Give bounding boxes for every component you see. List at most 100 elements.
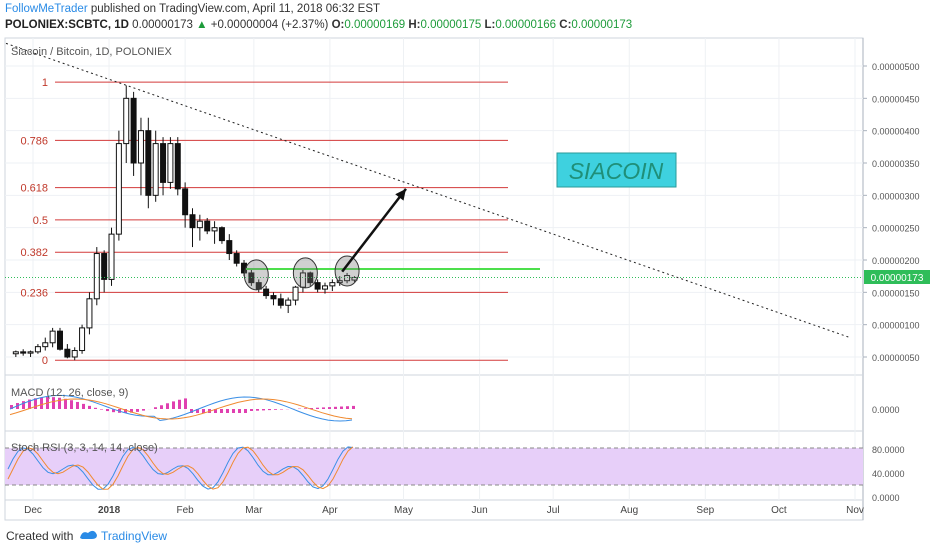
chart-header: FollowMeTrader published on TradingView.… — [0, 0, 932, 36]
macd-histogram-bar — [40, 397, 43, 409]
candle-body — [307, 272, 314, 284]
stoch-y-tick: 80.0000 — [872, 445, 905, 455]
macd-histogram-bar — [184, 398, 187, 409]
created-with-text: Created with — [6, 529, 74, 543]
macd-histogram-bar — [70, 400, 73, 409]
macd-histogram-bar — [52, 397, 55, 409]
last-price: 0.00000173 — [132, 19, 193, 31]
candle-body — [137, 130, 144, 164]
macd-histogram-bar — [94, 407, 97, 409]
macd-histogram-bar — [100, 409, 103, 410]
open-label: O: — [331, 19, 345, 31]
fib-level-label: 0.236 — [20, 287, 48, 299]
fib-level-label: 0 — [42, 355, 48, 367]
macd-histogram-bar — [304, 408, 307, 409]
footer: Created with TradingView — [0, 521, 932, 550]
macd-histogram-bar — [172, 401, 175, 409]
candle-body — [101, 253, 108, 280]
author-link[interactable]: FollowMeTrader — [5, 3, 88, 15]
candle-body — [34, 346, 41, 353]
candle-body — [152, 143, 159, 196]
x-tick-label: Jul — [547, 505, 560, 516]
descending-trendline — [5, 42, 851, 339]
macd-histogram-bar — [76, 401, 79, 409]
price-chart[interactable]: 1 0.786 0.618 0.5 0.382 0.236 0 0.00000050 0.00… — [0, 36, 932, 526]
stoch-d-line — [7, 446, 354, 490]
y-tick-label: 0.00000500 — [872, 62, 920, 72]
candle-body — [270, 295, 277, 300]
macd-histogram-bar — [58, 397, 61, 409]
candle-body — [42, 342, 49, 348]
macd-histogram-bar — [166, 403, 169, 409]
candle-body — [123, 97, 130, 145]
candle-body — [285, 299, 292, 306]
macd-histogram-bar — [196, 409, 199, 413]
stoch-title: Stoch RSI (3, 3, 14, 14, close) — [11, 442, 158, 454]
macd-histogram-bar — [64, 398, 67, 409]
macd-title: MACD (12, 26, close, 9) — [11, 387, 128, 399]
siacoin-annotation: SIACOIN — [569, 158, 664, 184]
tradingview-logo-icon — [80, 530, 97, 539]
fib-level-label: 0.786 — [20, 135, 48, 147]
candle-body — [27, 351, 34, 354]
candle-body — [263, 288, 270, 297]
x-tick-label: Apr — [322, 505, 338, 516]
fib-level-label: 0.618 — [20, 183, 48, 195]
candle-body — [160, 143, 167, 183]
close-label: C: — [559, 19, 572, 31]
projection-arrowhead — [395, 188, 406, 201]
macd-histogram-bar — [238, 409, 241, 413]
macd-histogram-bar — [142, 409, 145, 411]
candle-body — [204, 220, 211, 232]
candle-body — [233, 253, 240, 264]
candle-body — [167, 143, 174, 183]
macd-histogram-bar — [214, 409, 217, 413]
chart-title: Siacoin / Bitcoin, 1D, POLONIEX — [11, 46, 172, 58]
open-value: 0.00000169 — [344, 19, 406, 31]
macd-histogram-bar — [130, 409, 133, 413]
macd-histogram-bar — [10, 405, 13, 409]
macd-histogram-bar — [154, 407, 157, 409]
x-tick-label: Dec — [24, 505, 42, 516]
candle-body — [56, 330, 63, 350]
low-label: L: — [484, 19, 496, 31]
macd-histogram-bar — [190, 409, 193, 413]
symbol-label: POLONIEX:SCBTC, 1D — [5, 19, 129, 31]
candle-body — [130, 97, 137, 164]
low-value: 0.00000166 — [495, 19, 557, 31]
y-tick-label: 0.00000100 — [872, 321, 920, 331]
candle-body — [174, 143, 181, 190]
y-tick-label: 0.00000150 — [872, 288, 920, 298]
candle-body — [329, 282, 336, 287]
stoch-k-line — [7, 446, 354, 490]
macd-histogram-bar — [34, 398, 37, 409]
candle-body — [71, 350, 78, 358]
candle-body — [314, 282, 321, 290]
macd-histogram-bar — [28, 399, 31, 409]
macd-histogram-bar — [334, 406, 337, 409]
macd-histogram-bar — [340, 406, 343, 409]
macd-histogram-bar — [136, 409, 139, 412]
up-arrow-icon: ▲ — [196, 19, 208, 31]
y-tick-label: 0.00000250 — [872, 224, 920, 234]
x-tick-label: Sep — [696, 505, 714, 516]
macd-histogram-bar — [268, 409, 271, 411]
macd-histogram-bar — [124, 409, 127, 413]
candle-body — [115, 143, 122, 235]
stoch-y-tick: 40.0000 — [872, 469, 905, 479]
macd-signal-line — [9, 398, 353, 420]
candle-body — [211, 227, 218, 232]
tradingview-brand-link[interactable]: TradingView — [101, 529, 168, 543]
y-tick-label: 0.00000300 — [872, 191, 920, 201]
macd-histogram-bar — [220, 409, 223, 413]
y-tick-label: 0.00000400 — [872, 127, 920, 137]
candle-body — [12, 351, 19, 355]
macd-histogram-bar — [262, 409, 265, 411]
macd-histogram-bar — [352, 405, 355, 409]
macd-histogram-bar — [328, 407, 331, 409]
candle-body — [344, 275, 351, 282]
macd-histogram-bar — [226, 409, 229, 413]
macd-histogram-bar — [112, 409, 115, 413]
stoch-y-tick: 0.0000 — [872, 493, 900, 503]
macd-histogram-bar — [250, 409, 253, 411]
